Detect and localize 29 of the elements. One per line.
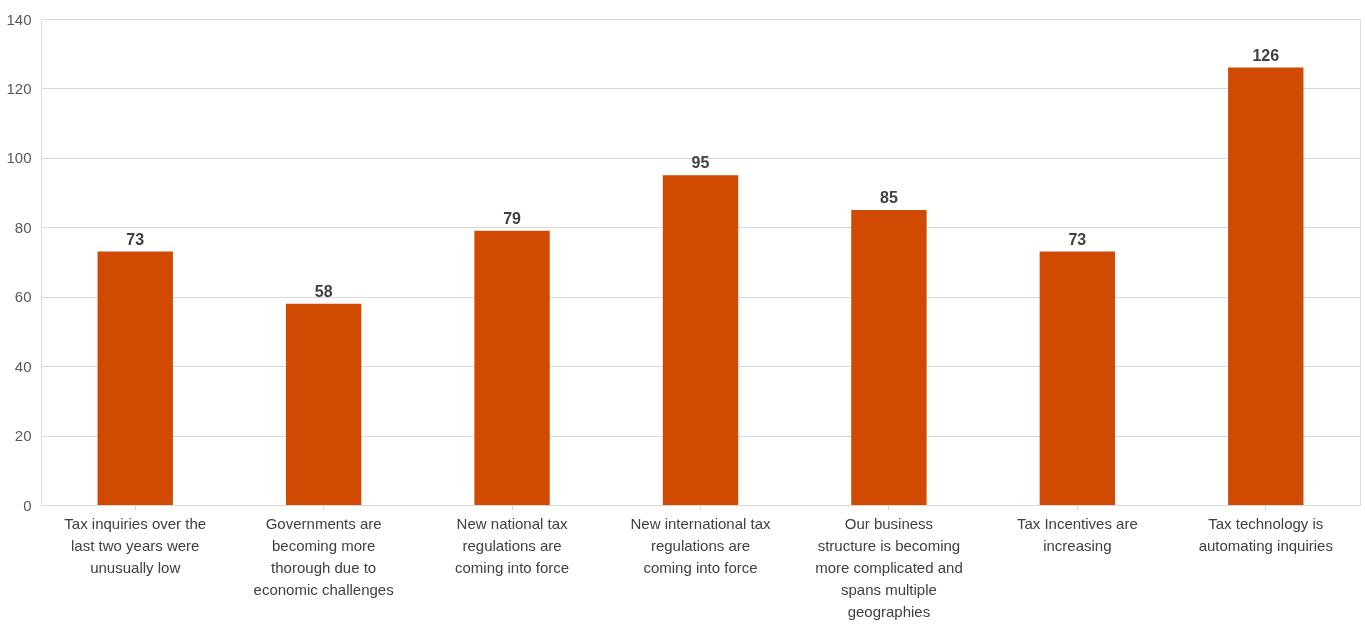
y-tick-label: 100 xyxy=(6,149,32,167)
x-tick-label: New international tax regulations are coming into force xyxy=(630,514,772,576)
y-tick-label: 20 xyxy=(14,427,32,445)
y-tick-label: 60 xyxy=(14,288,32,306)
y-tick-label: 0 xyxy=(23,496,32,514)
x-tick-label: Tax inquiries over the last two years were unusually low xyxy=(64,514,207,576)
data-label: 79 xyxy=(503,209,522,227)
x-tick-label: Tax technology is automating inquiries xyxy=(1198,514,1333,554)
bar xyxy=(474,230,550,505)
y-tick-label: 80 xyxy=(14,218,32,236)
data-label: 58 xyxy=(314,282,333,300)
data-label: 85 xyxy=(880,188,898,206)
bar xyxy=(97,251,173,505)
bar xyxy=(285,303,362,505)
data-label: 95 xyxy=(691,154,710,172)
x-tick-label: Our business structure is becoming more complicated and spans multiple geographies xyxy=(815,514,963,620)
data-label: 73 xyxy=(1068,230,1087,248)
x-tick-label: Tax Incentives are increasing xyxy=(1016,514,1138,554)
data-label: 73 xyxy=(126,230,145,248)
y-tick-label: 40 xyxy=(14,357,32,375)
y-tick-label: 120 xyxy=(6,79,32,97)
bar xyxy=(1228,67,1304,505)
bar xyxy=(662,175,739,505)
x-tick-label: New national tax regulations are coming into force xyxy=(454,514,570,576)
y-tick-label: 140 xyxy=(6,10,32,28)
bar xyxy=(851,209,927,505)
data-label: 126 xyxy=(1252,46,1280,64)
x-tick-label: Governments are becoming more thorough due to economic challenges xyxy=(253,514,394,598)
bar xyxy=(1039,251,1116,505)
